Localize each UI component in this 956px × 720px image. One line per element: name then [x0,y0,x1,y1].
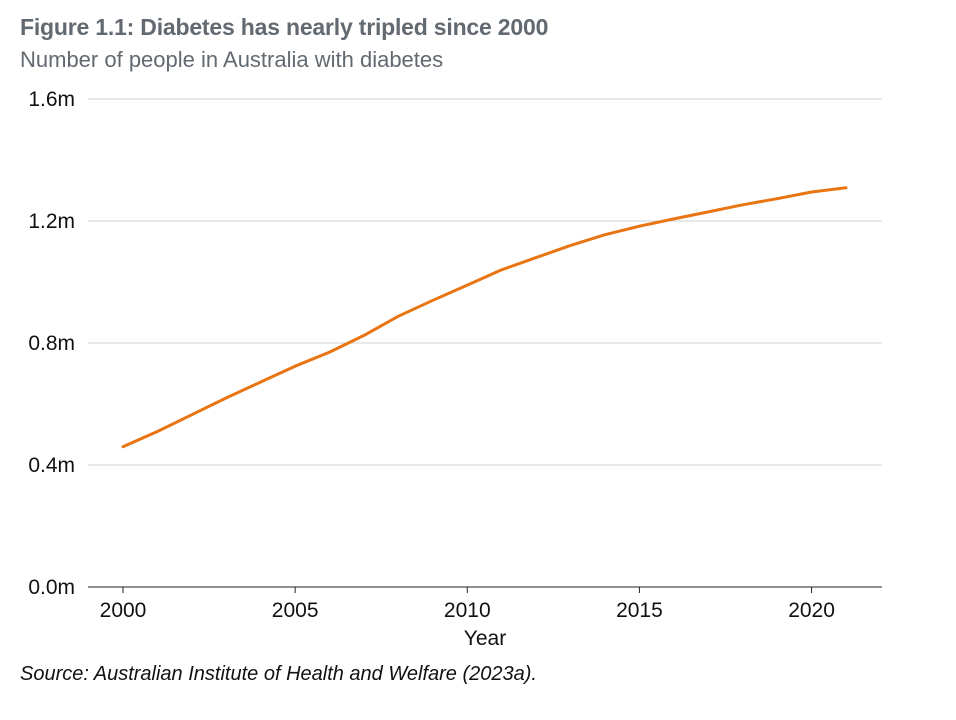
x-tick-label: 2005 [272,599,319,622]
line-chart: 0.0m 0.4m 0.8m 1.2m 1.6m 2000 2005 2010 2015 202… [28,88,882,650]
x-axis-ticks: 2000 2005 2010 2015 2020 [100,587,835,622]
x-tick-label: 2015 [616,599,663,622]
y-tick-label: 0.8m [28,332,75,355]
chart-subtitle: Number of people in Australia with diabe… [20,47,444,72]
y-tick-label: 0.0m [28,576,75,599]
x-tick-label: 2010 [444,599,491,622]
source-note: Source: Australian Institute of Health a… [20,663,537,685]
series-line-diabetes [121,186,848,449]
x-axis-title: Year [464,627,506,650]
chart-title: Figure 1.1: Diabetes has nearly tripled … [20,14,549,40]
grid-lines [88,98,882,466]
x-tick-label: 2000 [100,599,147,622]
x-tick-label: 2020 [788,599,835,622]
y-tick-label: 0.4m [28,454,75,477]
y-axis-ticks: 0.0m 0.4m 0.8m 1.2m 1.6m [28,88,75,599]
y-tick-label: 1.6m [28,88,75,111]
y-tick-label: 1.2m [28,210,75,233]
